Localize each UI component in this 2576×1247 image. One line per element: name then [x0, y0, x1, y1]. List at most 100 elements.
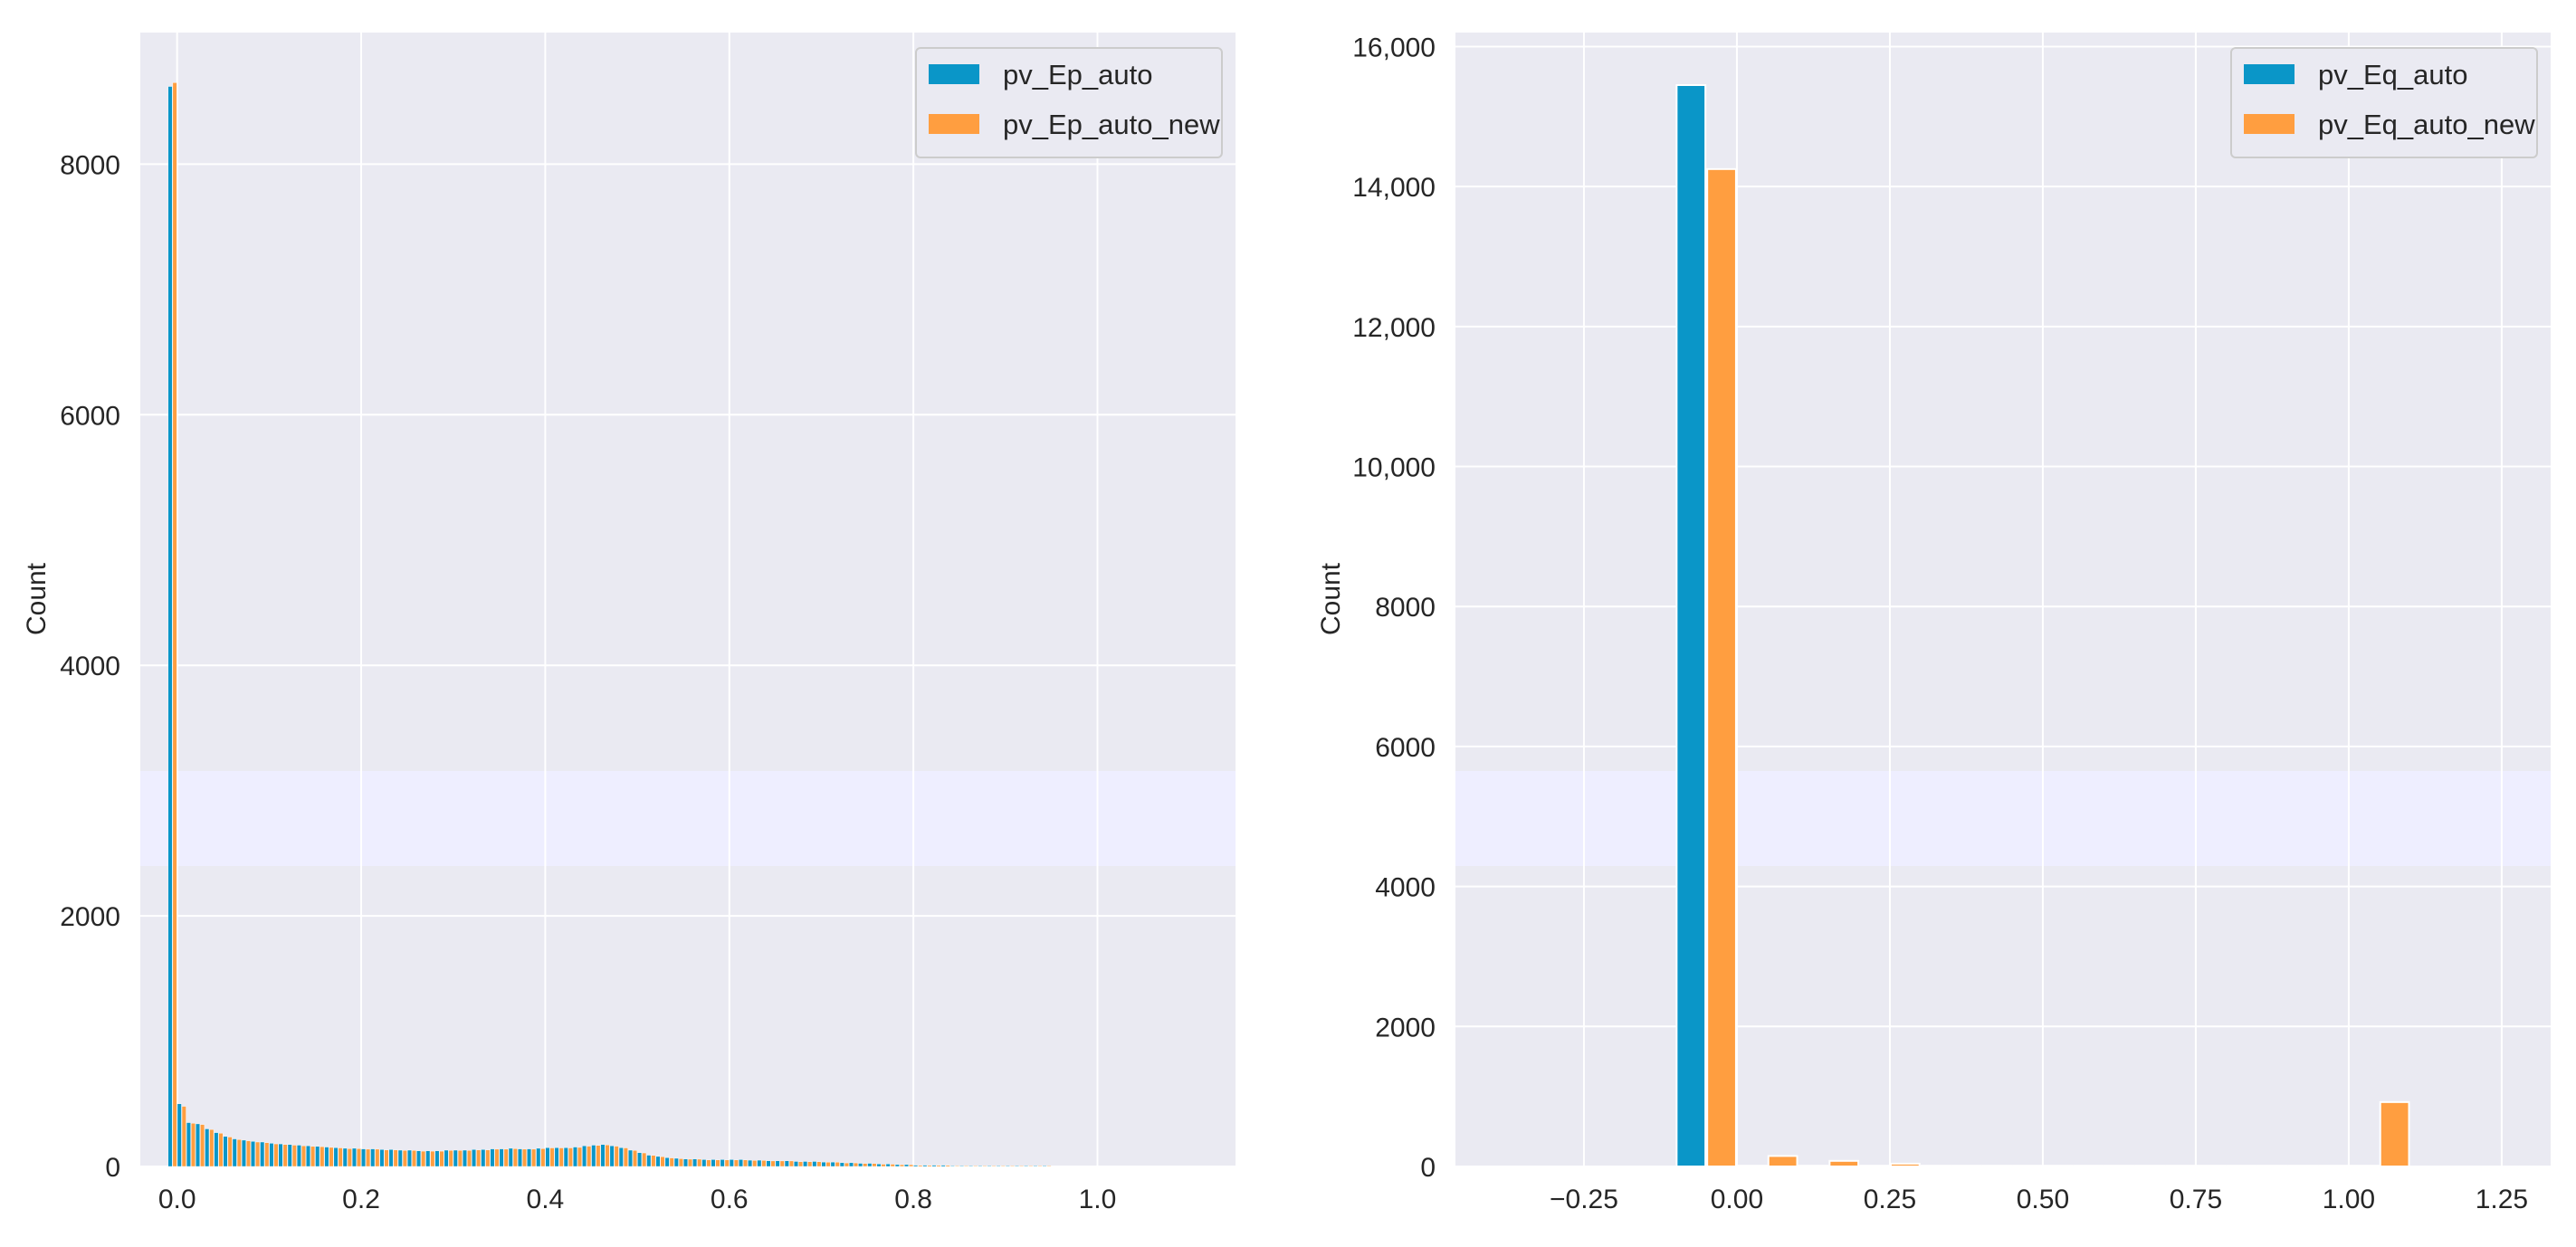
- y-tick-label: 12,000: [1352, 313, 1436, 343]
- bar-pv-Ep-auto: [351, 1147, 357, 1167]
- bar-pv-Ep-auto-new: [587, 1146, 592, 1167]
- y-axis-label: Count: [1316, 562, 1346, 635]
- legend-swatch-pv-eq-auto-new: [2244, 114, 2295, 134]
- bar-pv-Ep-auto: [591, 1145, 596, 1167]
- x-tick-label: 1.0: [1079, 1185, 1117, 1214]
- bar-pv-Ep-auto-new: [236, 1139, 242, 1167]
- bar-pv-Ep-auto: [196, 1123, 200, 1167]
- bar-pv-Ep-auto: [232, 1138, 237, 1167]
- legend-box: [915, 47, 1223, 158]
- bar-pv-Ep-auto: [296, 1145, 301, 1167]
- bar-pv-Ep-auto: [664, 1157, 670, 1167]
- x-tick-label: 0.6: [711, 1185, 749, 1214]
- bar-pv-Ep-auto: [462, 1149, 467, 1167]
- bar-pv-Ep-auto-new: [181, 1106, 186, 1167]
- bar-pv-Ep-auto: [406, 1149, 412, 1167]
- bar-pv-Ep-auto: [885, 1164, 891, 1167]
- bars: [1675, 84, 2410, 1168]
- legend: pv_Eq_auto pv_Eq_auto_new: [2230, 47, 2538, 158]
- bar-pv-Ep-auto: [508, 1147, 513, 1167]
- bar-pv-Ep-auto-new: [558, 1147, 564, 1167]
- x-tick-label: 0.00: [1711, 1185, 1763, 1214]
- histogram-left: 0.0 0.2 0.4 0.6 0.8 1.0 0 2000 4000 6000 8000 Cou…: [22, 33, 1236, 1214]
- bar-pv-Ep-auto-new: [669, 1157, 674, 1167]
- bar-pv-Ep-auto: [379, 1149, 385, 1167]
- bar-pv-Ep-auto: [333, 1147, 339, 1167]
- bar-pv-Ep-auto-new: [200, 1124, 205, 1167]
- legend-label-pv-ep-auto: pv_Ep_auto: [1003, 59, 1152, 90]
- bar-pv-Ep-auto-new: [688, 1158, 692, 1167]
- plot-area: [140, 33, 1236, 1166]
- bar-pv-Ep-auto-new: [522, 1148, 527, 1167]
- x-tick-label: 0.75: [2170, 1185, 2222, 1214]
- bar-pv-Ep-auto-new: [329, 1147, 334, 1167]
- bar-pv-Ep-auto: [287, 1144, 292, 1167]
- bar-pv-Ep-auto-new: [191, 1123, 196, 1167]
- bar-pv-Ep-auto-new: [485, 1149, 491, 1167]
- bar-pv-Ep-auto-new: [614, 1146, 619, 1167]
- x-tick-label: 0.25: [1864, 1185, 1916, 1214]
- bar-pv-Ep-auto-new: [439, 1150, 444, 1167]
- bar-pv-Ep-auto-new: [209, 1128, 215, 1167]
- legend-swatch-pv-eq-auto: [2244, 64, 2295, 84]
- bar-pv-Ep-auto: [600, 1144, 606, 1167]
- bar-pv-Ep-auto-new: [706, 1159, 711, 1167]
- bar-pv-Ep-auto: [894, 1164, 900, 1167]
- bar-pv-Ep-auto: [444, 1149, 449, 1167]
- bar-pv-Ep-auto-new: [835, 1162, 840, 1167]
- bar-pv-Ep-auto-new: [788, 1160, 794, 1167]
- y-tick-label: 10,000: [1352, 453, 1436, 483]
- bar-pv-Ep-auto: [536, 1147, 541, 1167]
- bar-pv-Ep-auto-new: [752, 1160, 758, 1167]
- bar-pv-Ep-auto: [739, 1159, 743, 1167]
- bar-pv-Ep-auto: [563, 1147, 568, 1167]
- bar-pv-Ep-auto-new: [872, 1163, 877, 1167]
- y-tick-labels: 0 2000 4000 6000 8000: [60, 150, 120, 1183]
- bar-pv-Ep-auto: [214, 1132, 219, 1167]
- bar-pv-Ep-auto: [545, 1147, 550, 1167]
- bar-pv-Ep-auto-new: [825, 1162, 831, 1167]
- bar-pv-Ep-auto-new: [218, 1133, 224, 1167]
- bar-pv-Ep-auto-new: [899, 1164, 904, 1167]
- bar-pv-Ep-auto: [775, 1160, 780, 1167]
- bar-pv-Ep-auto: [692, 1158, 698, 1167]
- bar-pv-Ep-auto-new: [282, 1144, 288, 1167]
- bar-pv-Ep-auto: [757, 1159, 762, 1167]
- bar-pv-Ep-auto: [186, 1122, 191, 1167]
- bar-pv-Ep-auto-new: [467, 1150, 472, 1167]
- y-axis-label: Count: [22, 562, 52, 635]
- bar-pv-Ep-auto-new: [338, 1147, 343, 1167]
- bar-pv-Ep-auto: [260, 1141, 265, 1167]
- bar-pv-Ep-auto: [849, 1162, 854, 1167]
- bar-pv-Ep-auto-new: [854, 1162, 859, 1167]
- bar-pv-Ep-auto-new: [375, 1148, 380, 1167]
- bar-pv-Ep-auto-new: [761, 1160, 767, 1167]
- bar-pv-Ep-auto-new: [733, 1159, 739, 1167]
- bar-pv-Ep-auto-new: [596, 1145, 601, 1167]
- bar-pv-Ep-auto-new: [503, 1148, 509, 1167]
- bar-pv-Ep-auto: [481, 1149, 486, 1167]
- bar-pv-Ep-auto: [517, 1148, 522, 1167]
- bar-pv-Ep-auto-new: [633, 1150, 637, 1167]
- bar-pv-Ep-auto-new: [881, 1164, 886, 1167]
- bar-pv-Ep-auto-new: [430, 1150, 435, 1167]
- bar-pv-Ep-auto-new: [743, 1159, 748, 1167]
- y-tick-label: 8000: [60, 150, 120, 180]
- bar-pv-Ep-auto: [683, 1158, 688, 1167]
- bar-pv-Ep-auto-new: [642, 1152, 647, 1167]
- y-tick-labels: 0 2000 4000 6000 8000 10,000 12,000 14,000 16,00…: [1352, 33, 1436, 1183]
- bar-pv-Eq-auto: [1675, 84, 1707, 1167]
- bar-pv-Ep-auto: [490, 1148, 495, 1167]
- bar-pv-Ep-auto: [167, 86, 173, 1167]
- x-tick-label: 1.25: [2476, 1185, 2528, 1214]
- bar-pv-Ep-auto: [434, 1150, 440, 1167]
- x-tick-label: 1.00: [2323, 1185, 2375, 1214]
- bar-pv-Ep-auto-new: [366, 1148, 371, 1167]
- histogram-right: −0.25 0.00 0.25 0.50 0.75 1.00 1.25 0 2000 4000 6…: [1316, 33, 2551, 1214]
- y-tick-label: 0: [105, 1153, 120, 1183]
- bar-pv-Ep-auto-new: [246, 1140, 251, 1167]
- bar-pv-Ep-auto-new: [660, 1157, 665, 1167]
- bar-pv-Ep-auto-new: [301, 1145, 306, 1167]
- bar-pv-Ep-auto: [499, 1148, 504, 1167]
- bar-pv-Ep-auto: [269, 1143, 274, 1167]
